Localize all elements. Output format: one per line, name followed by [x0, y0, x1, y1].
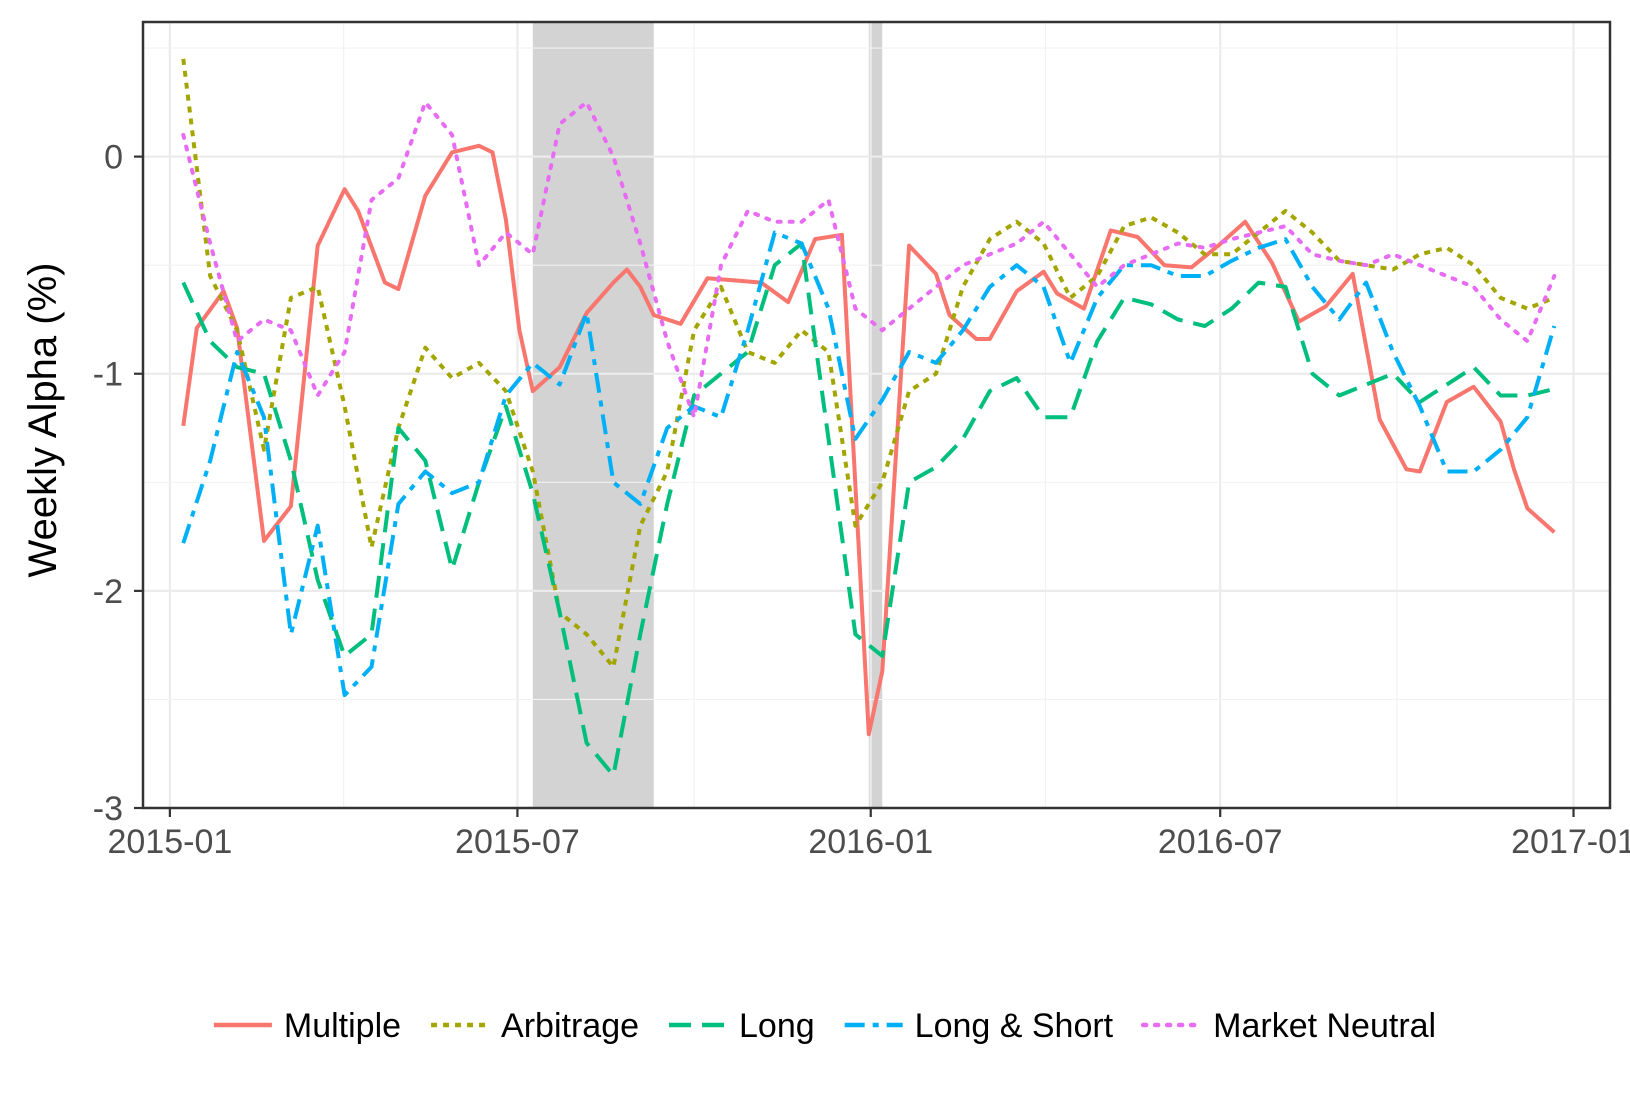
series-line-arbitrage: [181, 58, 1556, 669]
legend-label-2: Long: [739, 1007, 815, 1045]
x-tick-label: 2016-01: [808, 823, 933, 861]
series-line-multiple: [181, 143, 1556, 737]
shaded-periods: [532, 22, 883, 808]
legend-label-0: Multiple: [284, 1007, 401, 1045]
y-axis: 0 -1 -2 -3: [93, 139, 143, 828]
legend-label-1: Arbitrage: [501, 1007, 639, 1045]
y-tick-label: -3: [93, 790, 123, 828]
panel-border: [141, 20, 1612, 810]
x-tick-label: 2016-07: [1158, 823, 1283, 861]
legend-label-4: Market Neutral: [1213, 1007, 1436, 1045]
shaded-period-0: [532, 22, 654, 808]
y-tick-label: -1: [93, 356, 123, 394]
x-tick-label: 2015-01: [107, 823, 232, 861]
series-lines: [181, 58, 1557, 778]
series-line-long-short: [181, 230, 1557, 698]
y-tick-label: -2: [93, 573, 123, 611]
x-axis: 2015-01 2015-07 2016-01 2016-07 2017-01: [107, 808, 1630, 861]
x-tick-label: 2017-01: [1511, 823, 1630, 861]
legend-label-3: Long & Short: [915, 1007, 1114, 1045]
series-line-market-neutral: [181, 100, 1557, 420]
y-axis-title: Weekly Alpha (%): [21, 263, 65, 578]
shaded-period-1: [868, 22, 883, 808]
series-line-long: [181, 241, 1555, 778]
x-tick-label: 2015-07: [455, 823, 580, 861]
y-tick-label: 0: [104, 139, 123, 177]
legend: Multiple Arbitrage Long Long & Short Market …: [213, 1007, 1436, 1045]
